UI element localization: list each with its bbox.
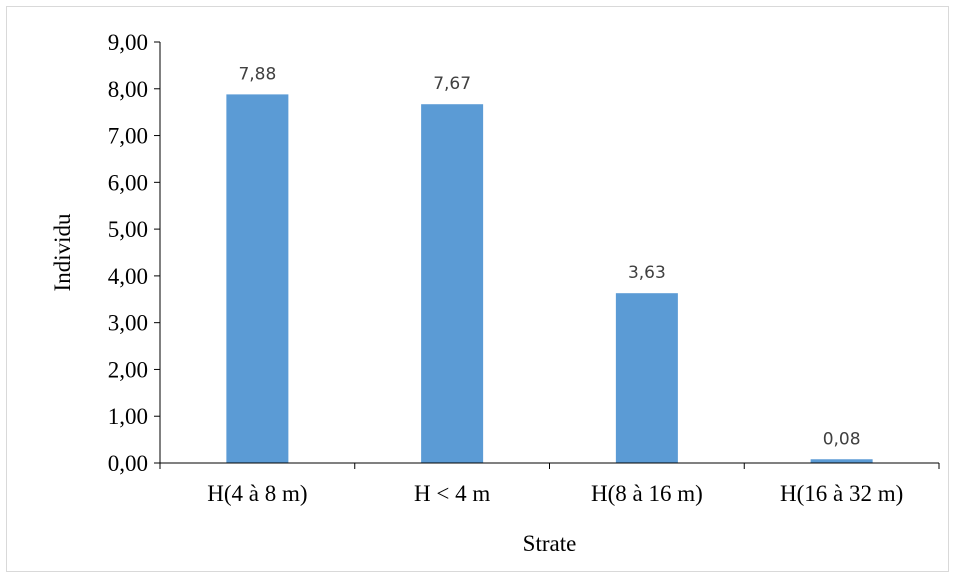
- y-tick-label: 5,00: [108, 217, 148, 242]
- bar: [615, 293, 678, 463]
- x-tick-label: H(16 à 32 m): [780, 481, 903, 506]
- data-label: 0,08: [823, 429, 861, 449]
- x-axis-title: Strate: [523, 531, 577, 556]
- x-axis-ticks: H(4 à 8 m) H < 4 m H(8 à 16 m) H(16 à 32 m): [159, 463, 940, 506]
- data-labels: 7,88 7,67 3,63 0,08: [238, 64, 860, 449]
- y-tick-label: 1,00: [108, 404, 148, 429]
- y-tick-label: 9,00: [108, 30, 148, 55]
- y-tick-label: 3,00: [108, 311, 148, 336]
- bars: [226, 94, 873, 463]
- data-label: 7,88: [238, 64, 276, 84]
- bar: [810, 459, 873, 463]
- x-tick-label: H < 4 m: [414, 481, 490, 506]
- y-tick-label: 4,00: [108, 264, 148, 289]
- y-axis-title: Individu: [50, 213, 75, 291]
- bar: [421, 104, 484, 463]
- y-axis-ticks: 0,00 1,00 2,00 3,00 4,00 5,00 6,00 7,00 8,00 9,00: [108, 30, 160, 476]
- y-tick-label: 2,00: [108, 357, 148, 382]
- data-label: 3,63: [628, 263, 666, 283]
- y-tick-label: 0,00: [108, 451, 148, 476]
- y-tick-label: 8,00: [108, 77, 148, 102]
- x-tick-label: H(4 à 8 m): [207, 481, 307, 506]
- y-tick-label: 6,00: [108, 170, 148, 195]
- data-label: 7,67: [433, 74, 471, 94]
- x-tick-label: H(8 à 16 m): [591, 481, 703, 506]
- y-tick-label: 7,00: [108, 124, 148, 149]
- bar: [226, 94, 289, 463]
